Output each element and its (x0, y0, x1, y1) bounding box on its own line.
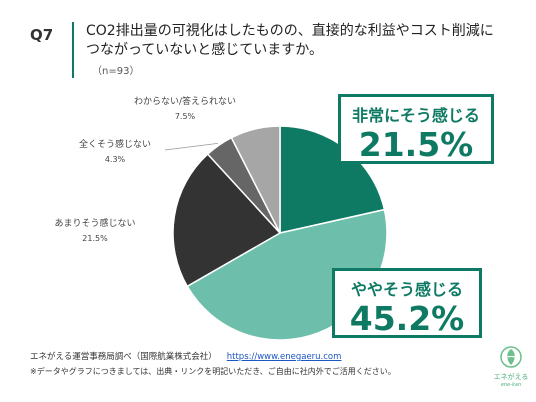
slice-not-much (172, 153, 282, 288)
logo-name: エネがえる (493, 373, 529, 381)
question-number: Q7 (30, 26, 54, 44)
callout-strongly-agree-name: 非常にそう感じる (352, 106, 480, 125)
label-not-at-all-value: 4.3% (104, 155, 126, 164)
callout-somewhat-agree: ややそう感じる 45.2% (332, 268, 482, 338)
leaf-logo-icon (500, 346, 522, 368)
logo-sub: ene-kan (500, 382, 522, 388)
label-not-much-name: あまりそう感じない (54, 219, 136, 229)
label-not-at-all-name: 全くそう感じない (78, 140, 151, 150)
callout-strongly-agree-value: 21.5% (358, 125, 474, 164)
usage-note: ※データやグラフにつきましては、出典・リンクを明記いただき、ご自由に社内外でご活… (30, 367, 396, 376)
source-link[interactable]: https://www.enegaeru.com (226, 352, 342, 362)
question-divider (72, 22, 74, 78)
callout-strongly-agree: 非常にそう感じる 21.5% (338, 94, 494, 164)
question-text: CO2排出量の可視化はしたものの、直接的な利益やコスト削減に つながっていないと… (86, 22, 506, 60)
brand-logo: エネがえる ene-kan (488, 344, 534, 396)
question-line-1: CO2排出量の可視化はしたものの、直接的な利益やコスト削減に (86, 23, 494, 39)
label-not-at-all: 全くそう感じない 4.3% (60, 137, 170, 164)
sample-size: （n=93） (92, 66, 140, 77)
label-unknown-name: わからない/答えられない (133, 97, 237, 107)
label-unknown-value: 7.5% (174, 112, 196, 121)
source-line: エネがえる運営事務局調べ（国際航業株式会社） https://www.enegae… (30, 350, 341, 362)
label-not-much: あまりそう感じない 21.5% (40, 216, 150, 243)
callout-somewhat-agree-name: ややそう感じる (350, 280, 463, 299)
question-line-2: つながっていないと感じていますか。 (86, 42, 324, 58)
leader-line-not-at-all (164, 143, 218, 151)
label-unknown: わからない/答えられない 7.5% (120, 94, 250, 121)
source-text: エネがえる運営事務局調べ（国際航業株式会社） (30, 352, 217, 362)
callout-somewhat-agree-value: 45.2% (349, 299, 465, 338)
slice-unknown (230, 125, 281, 234)
label-not-much-value: 21.5% (82, 234, 108, 243)
